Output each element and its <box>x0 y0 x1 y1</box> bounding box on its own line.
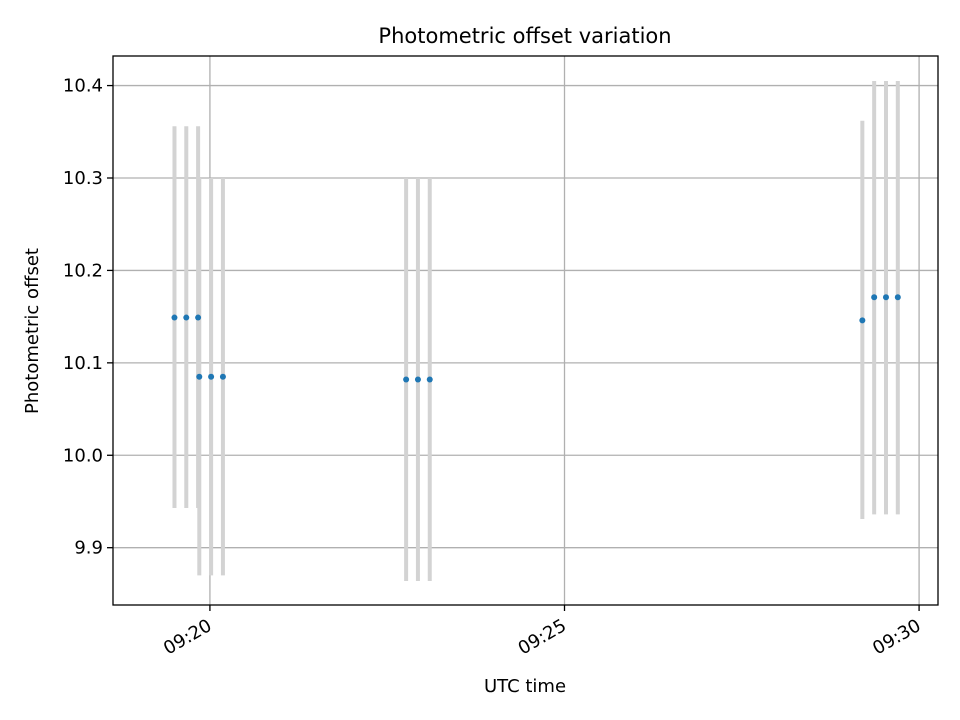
y-axis-ticks: 9.9 10.0 10.1 10.2 10.3 10.4 <box>63 76 113 559</box>
data-point <box>196 373 203 380</box>
data-point <box>894 294 901 301</box>
data-point <box>871 294 878 301</box>
data-point <box>208 373 215 380</box>
y-tick-label: 10.1 <box>63 353 103 374</box>
data-point <box>195 314 202 321</box>
y-tick-label: 10.2 <box>63 260 103 281</box>
data-point <box>882 294 889 301</box>
y-axis-label: Photometric offset <box>22 248 43 414</box>
chart-title: Photometric offset variation <box>378 24 671 48</box>
y-tick-label: 10.4 <box>63 76 103 97</box>
plot-frame <box>112 55 939 606</box>
x-axis-label: UTC time <box>484 676 566 697</box>
data-point <box>171 314 178 321</box>
data-point <box>219 373 226 380</box>
y-tick-label: 9.9 <box>74 538 103 559</box>
grid <box>113 56 938 605</box>
data-point <box>859 317 866 324</box>
data-point <box>403 376 410 383</box>
y-tick-label: 10.0 <box>63 445 103 466</box>
data-points <box>171 294 901 383</box>
y-tick-label: 10.3 <box>63 168 103 189</box>
data-point <box>426 376 433 383</box>
data-point <box>183 314 190 321</box>
data-point <box>414 376 421 383</box>
